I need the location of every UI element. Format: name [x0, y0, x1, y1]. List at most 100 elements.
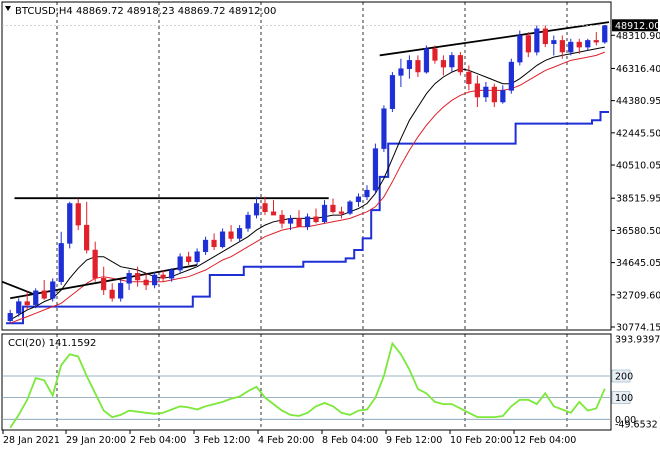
- time-tick-label: 9 Feb 12:00: [386, 435, 442, 446]
- cci-tick-label: 100: [615, 393, 633, 404]
- price-tick-label: 48310.90: [616, 31, 660, 42]
- black-moving-average: [9, 46, 605, 321]
- candle: [517, 30, 523, 66]
- candle: [432, 45, 438, 64]
- time-axis: 28 Jan 2021 29 Jan 20:00 2 Feb 04:00 3 Feb …: [2, 430, 576, 446]
- time-tick-label: 28 Jan 2021: [3, 435, 60, 446]
- candle: [338, 206, 345, 219]
- candle: [177, 253, 183, 274]
- candle: [135, 266, 141, 287]
- candle: [449, 52, 455, 73]
- price-tick-label: 40510.05: [616, 161, 660, 172]
- candle: [194, 248, 200, 265]
- candlestick-series: [7, 25, 608, 324]
- chart-grid: [56, 2, 568, 430]
- candle: [585, 38, 591, 51]
- upper-trend-line[interactable]: [379, 21, 610, 57]
- candle: [169, 268, 175, 282]
- candle: [559, 35, 565, 59]
- candle: [84, 201, 90, 254]
- candle: [152, 271, 158, 289]
- candle: [33, 288, 39, 309]
- candle: [593, 32, 599, 46]
- main-chart-frame: [1, 1, 612, 431]
- price-panel-border: [1, 1, 612, 331]
- candle: [202, 236, 209, 255]
- cci-tick-label: 0.00: [615, 415, 636, 426]
- candle: [143, 273, 149, 290]
- candle: [228, 225, 234, 242]
- chart-title: BTCUSD,H4 48869.72 48918.23 48869.72 489…: [15, 6, 276, 17]
- candle: [236, 225, 243, 242]
- candle: [304, 213, 311, 231]
- candle: [262, 196, 268, 216]
- current-price-label: 48912.00: [615, 21, 660, 32]
- candle: [466, 65, 472, 91]
- early-trend-line[interactable]: [1, 280, 37, 296]
- candle: [542, 25, 548, 48]
- candle: [50, 278, 56, 302]
- candle: [415, 55, 421, 77]
- candle: [160, 270, 166, 282]
- candle: [500, 85, 506, 104]
- candle: [58, 231, 64, 285]
- cci-indicator: 393.9397 200 100 0.00-49.6532: [2, 335, 660, 431]
- candle: [525, 32, 531, 58]
- candle: [245, 211, 251, 232]
- indicator-title: CCI(20) 141.1592: [8, 338, 96, 349]
- candle: [406, 55, 413, 79]
- candle: [423, 45, 430, 74]
- price-tick-label: 42445.50: [616, 128, 660, 139]
- candle: [279, 210, 285, 229]
- price-tick-label: 36580.50: [616, 226, 660, 237]
- candle: [41, 280, 47, 300]
- candle: [126, 270, 132, 290]
- time-tick-label: 10 Feb 20:00: [450, 435, 512, 446]
- candle: [253, 196, 260, 219]
- candle: [381, 105, 387, 152]
- cci-level-tag: [611, 369, 631, 383]
- chart-menu-arrow-icon[interactable]: [5, 6, 11, 11]
- candle: [7, 309, 13, 324]
- time-tick-label: 12 Feb 04:00: [514, 435, 576, 446]
- time-tick-label: 29 Jan 20:00: [66, 435, 126, 446]
- candle: [118, 280, 124, 302]
- candle: [219, 228, 226, 249]
- candle: [568, 38, 574, 56]
- candle: [483, 82, 489, 102]
- cci-tick-label: -49.6532: [615, 420, 658, 431]
- candle: [24, 291, 30, 310]
- candle: [602, 25, 608, 44]
- candle: [457, 52, 463, 76]
- candle: [211, 233, 217, 250]
- price-tick-label: 38515.95: [616, 194, 660, 205]
- cci-tick-label: 200: [615, 372, 633, 383]
- candle: [491, 83, 497, 107]
- candle: [186, 251, 192, 265]
- candle: [508, 58, 514, 94]
- candle: [347, 200, 353, 216]
- time-tick-label: 3 Feb 12:00: [194, 435, 250, 446]
- candle: [287, 215, 294, 231]
- indicator-panel-border: [1, 333, 612, 431]
- cci-line: [9, 341, 606, 429]
- candle: [355, 193, 362, 207]
- price-tick-label: 44380.95: [616, 96, 660, 107]
- price-tick-label: 30774.15: [616, 323, 660, 334]
- candle: [321, 200, 328, 224]
- candle: [313, 208, 319, 224]
- candle: [372, 143, 379, 194]
- candle: [270, 200, 277, 216]
- candle: [551, 35, 557, 56]
- candle: [16, 298, 22, 317]
- time-tick-label: 8 Feb 04:00: [322, 435, 378, 446]
- candle: [534, 25, 540, 56]
- candle: [75, 198, 81, 231]
- blue-channel-line: [6, 111, 609, 325]
- price-tick-label: 32709.60: [616, 290, 660, 301]
- price-axis: 48310.90 46316.40 44380.95 42445.50 40510.05…: [2, 19, 660, 334]
- candle: [440, 55, 447, 76]
- current-price-tag: [612, 19, 658, 32]
- candle: [67, 201, 73, 249]
